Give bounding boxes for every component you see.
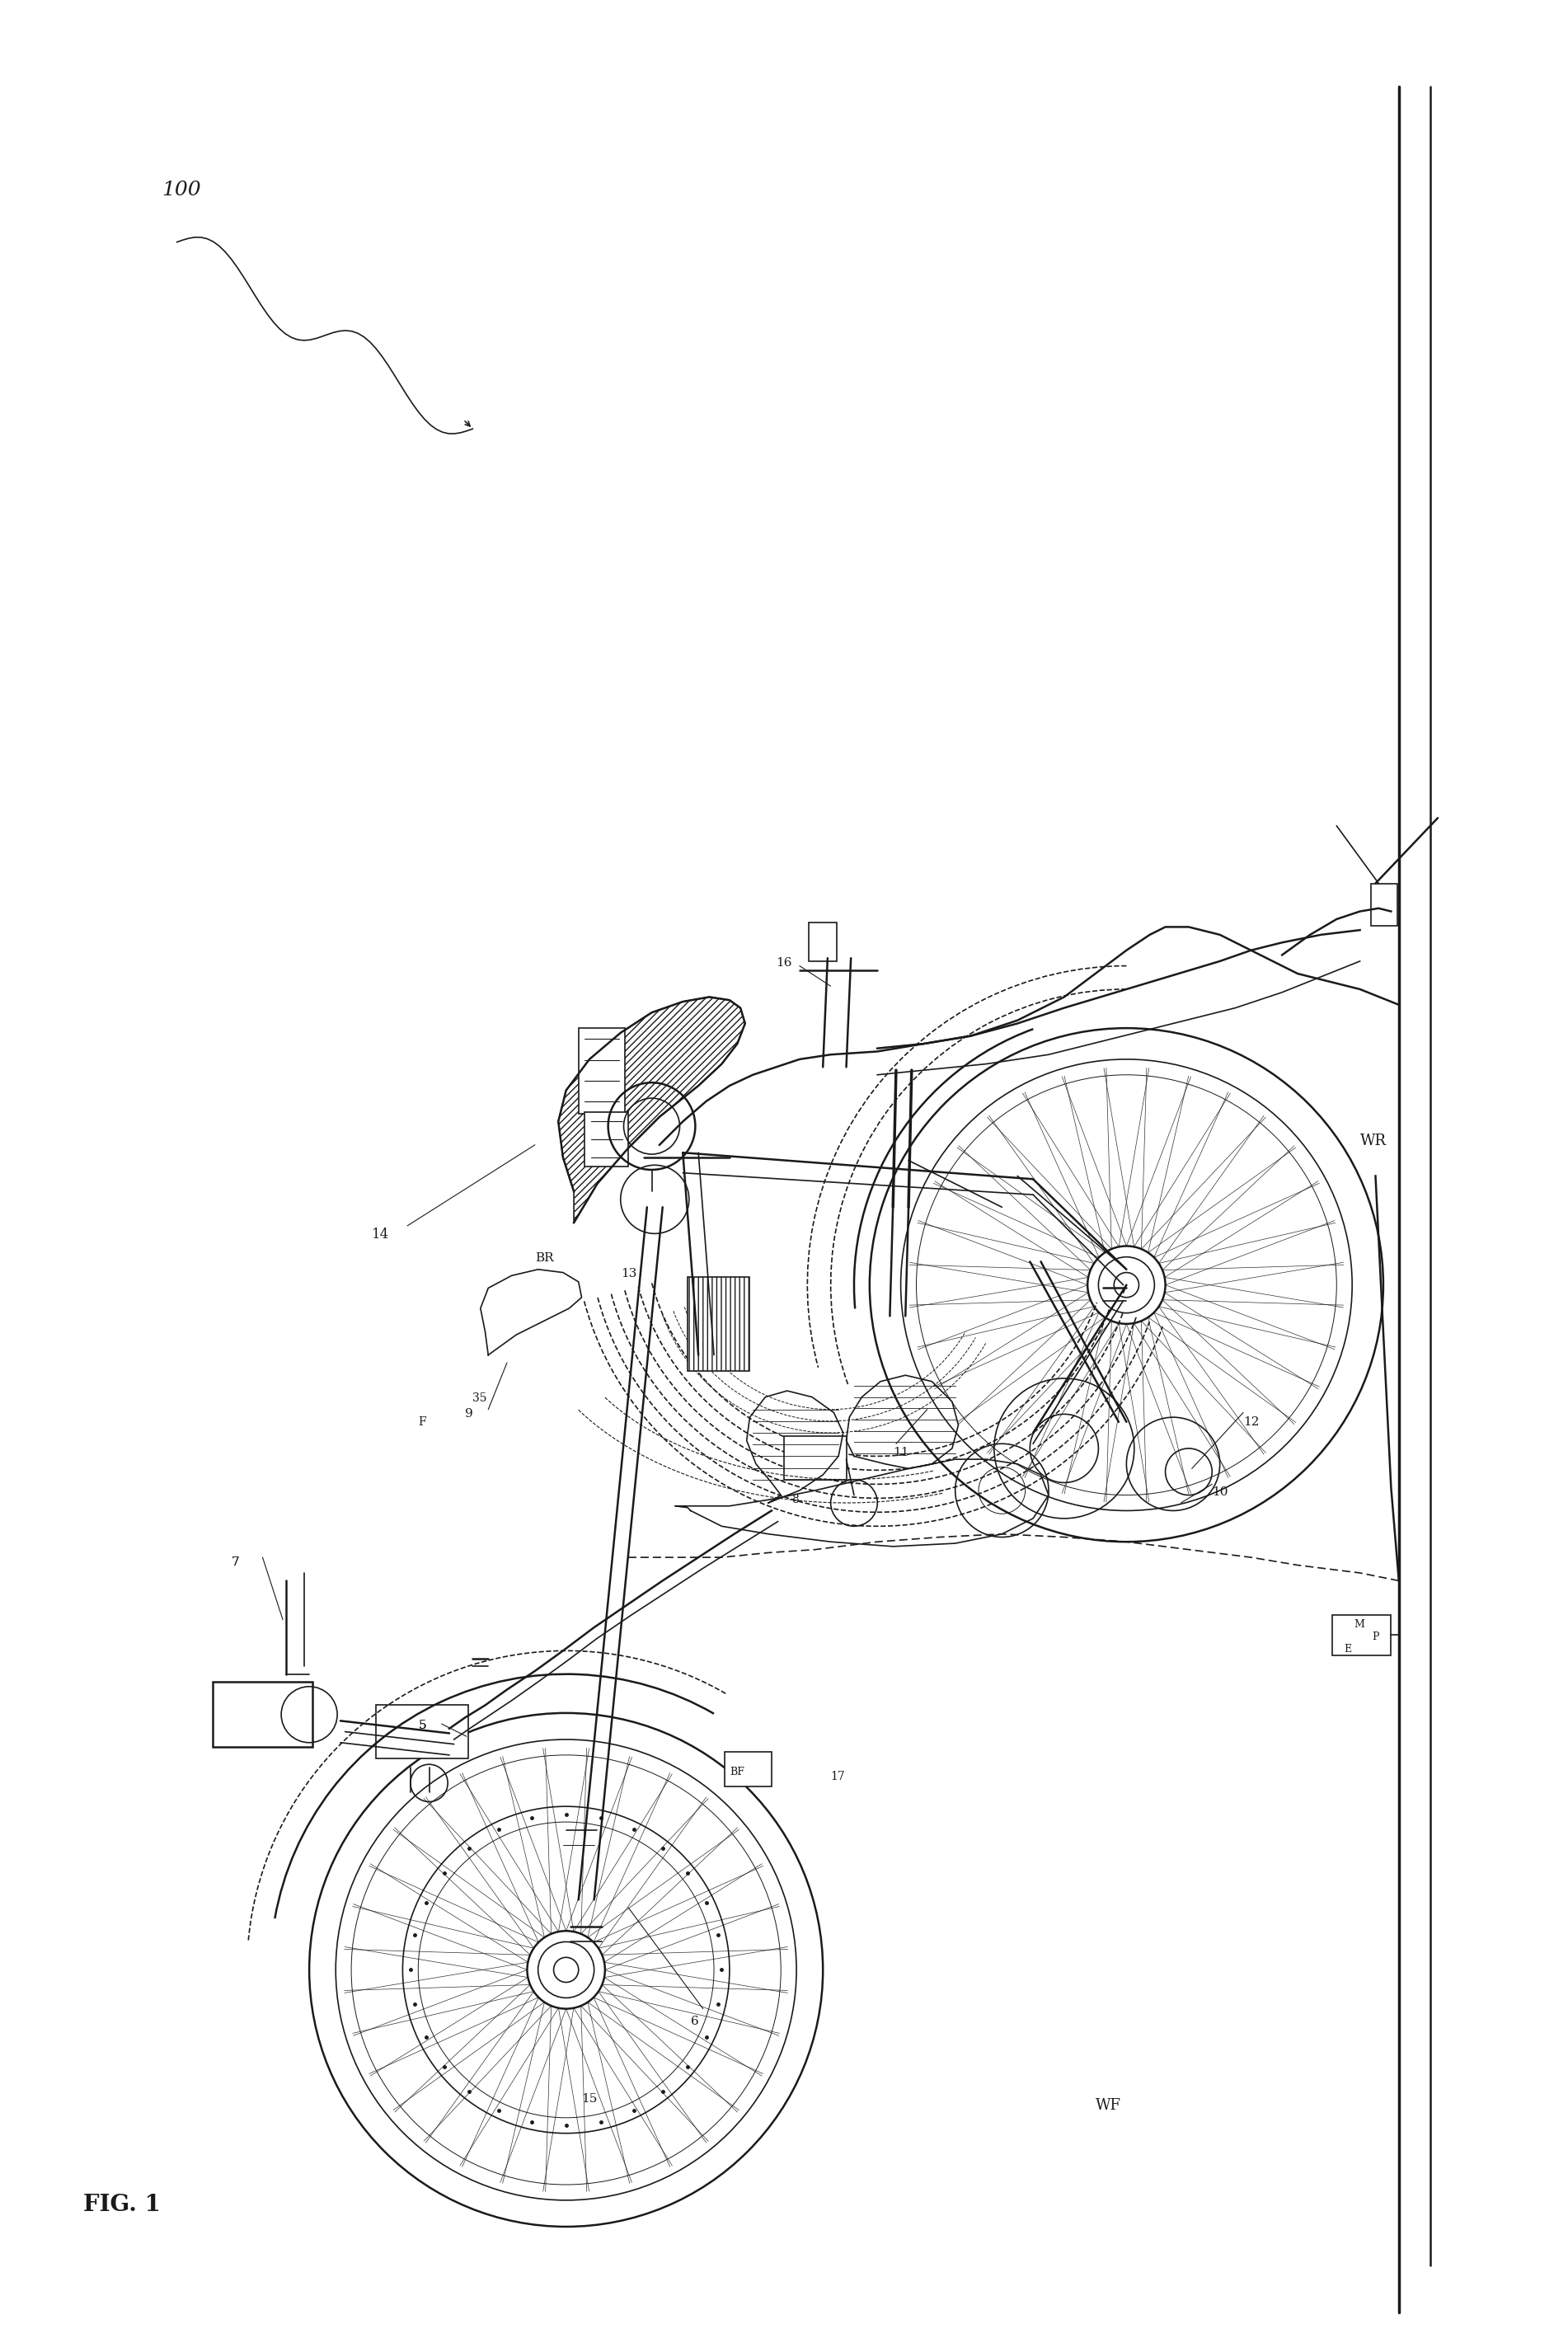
Bar xyxy=(579,1028,626,1115)
Text: 5: 5 xyxy=(419,1719,426,1731)
Text: F: F xyxy=(419,1416,426,1428)
Bar xyxy=(687,1277,750,1371)
Text: 5: 5 xyxy=(419,1719,426,1731)
Text: WF: WF xyxy=(1096,2098,1121,2112)
Bar xyxy=(724,1752,771,1785)
Text: 17: 17 xyxy=(831,1771,845,1783)
Text: 11: 11 xyxy=(892,1446,909,1458)
Text: 35: 35 xyxy=(472,1392,488,1404)
Text: 100: 100 xyxy=(162,181,201,200)
Text: 9: 9 xyxy=(464,1409,474,1421)
Text: 13: 13 xyxy=(621,1268,637,1279)
Circle shape xyxy=(554,1957,579,1983)
FancyBboxPatch shape xyxy=(376,1705,467,1759)
Text: WR: WR xyxy=(1359,1134,1386,1148)
FancyBboxPatch shape xyxy=(213,1682,312,1748)
Text: P: P xyxy=(1372,1632,1380,1642)
Bar xyxy=(784,1437,847,1479)
FancyBboxPatch shape xyxy=(1370,884,1397,924)
Text: 10: 10 xyxy=(1212,1486,1228,1498)
FancyBboxPatch shape xyxy=(809,922,837,962)
Text: 12: 12 xyxy=(1243,1416,1259,1428)
Bar xyxy=(1331,1616,1391,1656)
Text: 7: 7 xyxy=(232,1557,240,1569)
Text: 7: 7 xyxy=(232,1557,240,1569)
Text: BR: BR xyxy=(535,1254,554,1263)
Text: 16: 16 xyxy=(776,957,792,969)
Text: 6: 6 xyxy=(690,2016,699,2027)
Circle shape xyxy=(1113,1272,1138,1298)
Text: 15: 15 xyxy=(582,2093,597,2105)
Text: 8: 8 xyxy=(792,1494,800,1505)
Text: E: E xyxy=(1344,1644,1352,1656)
Text: 14: 14 xyxy=(372,1228,389,1242)
Bar xyxy=(585,1112,629,1167)
Text: BF: BF xyxy=(729,1766,745,1778)
Text: FIG. 1: FIG. 1 xyxy=(83,2194,162,2216)
Text: M: M xyxy=(1353,1618,1364,1630)
